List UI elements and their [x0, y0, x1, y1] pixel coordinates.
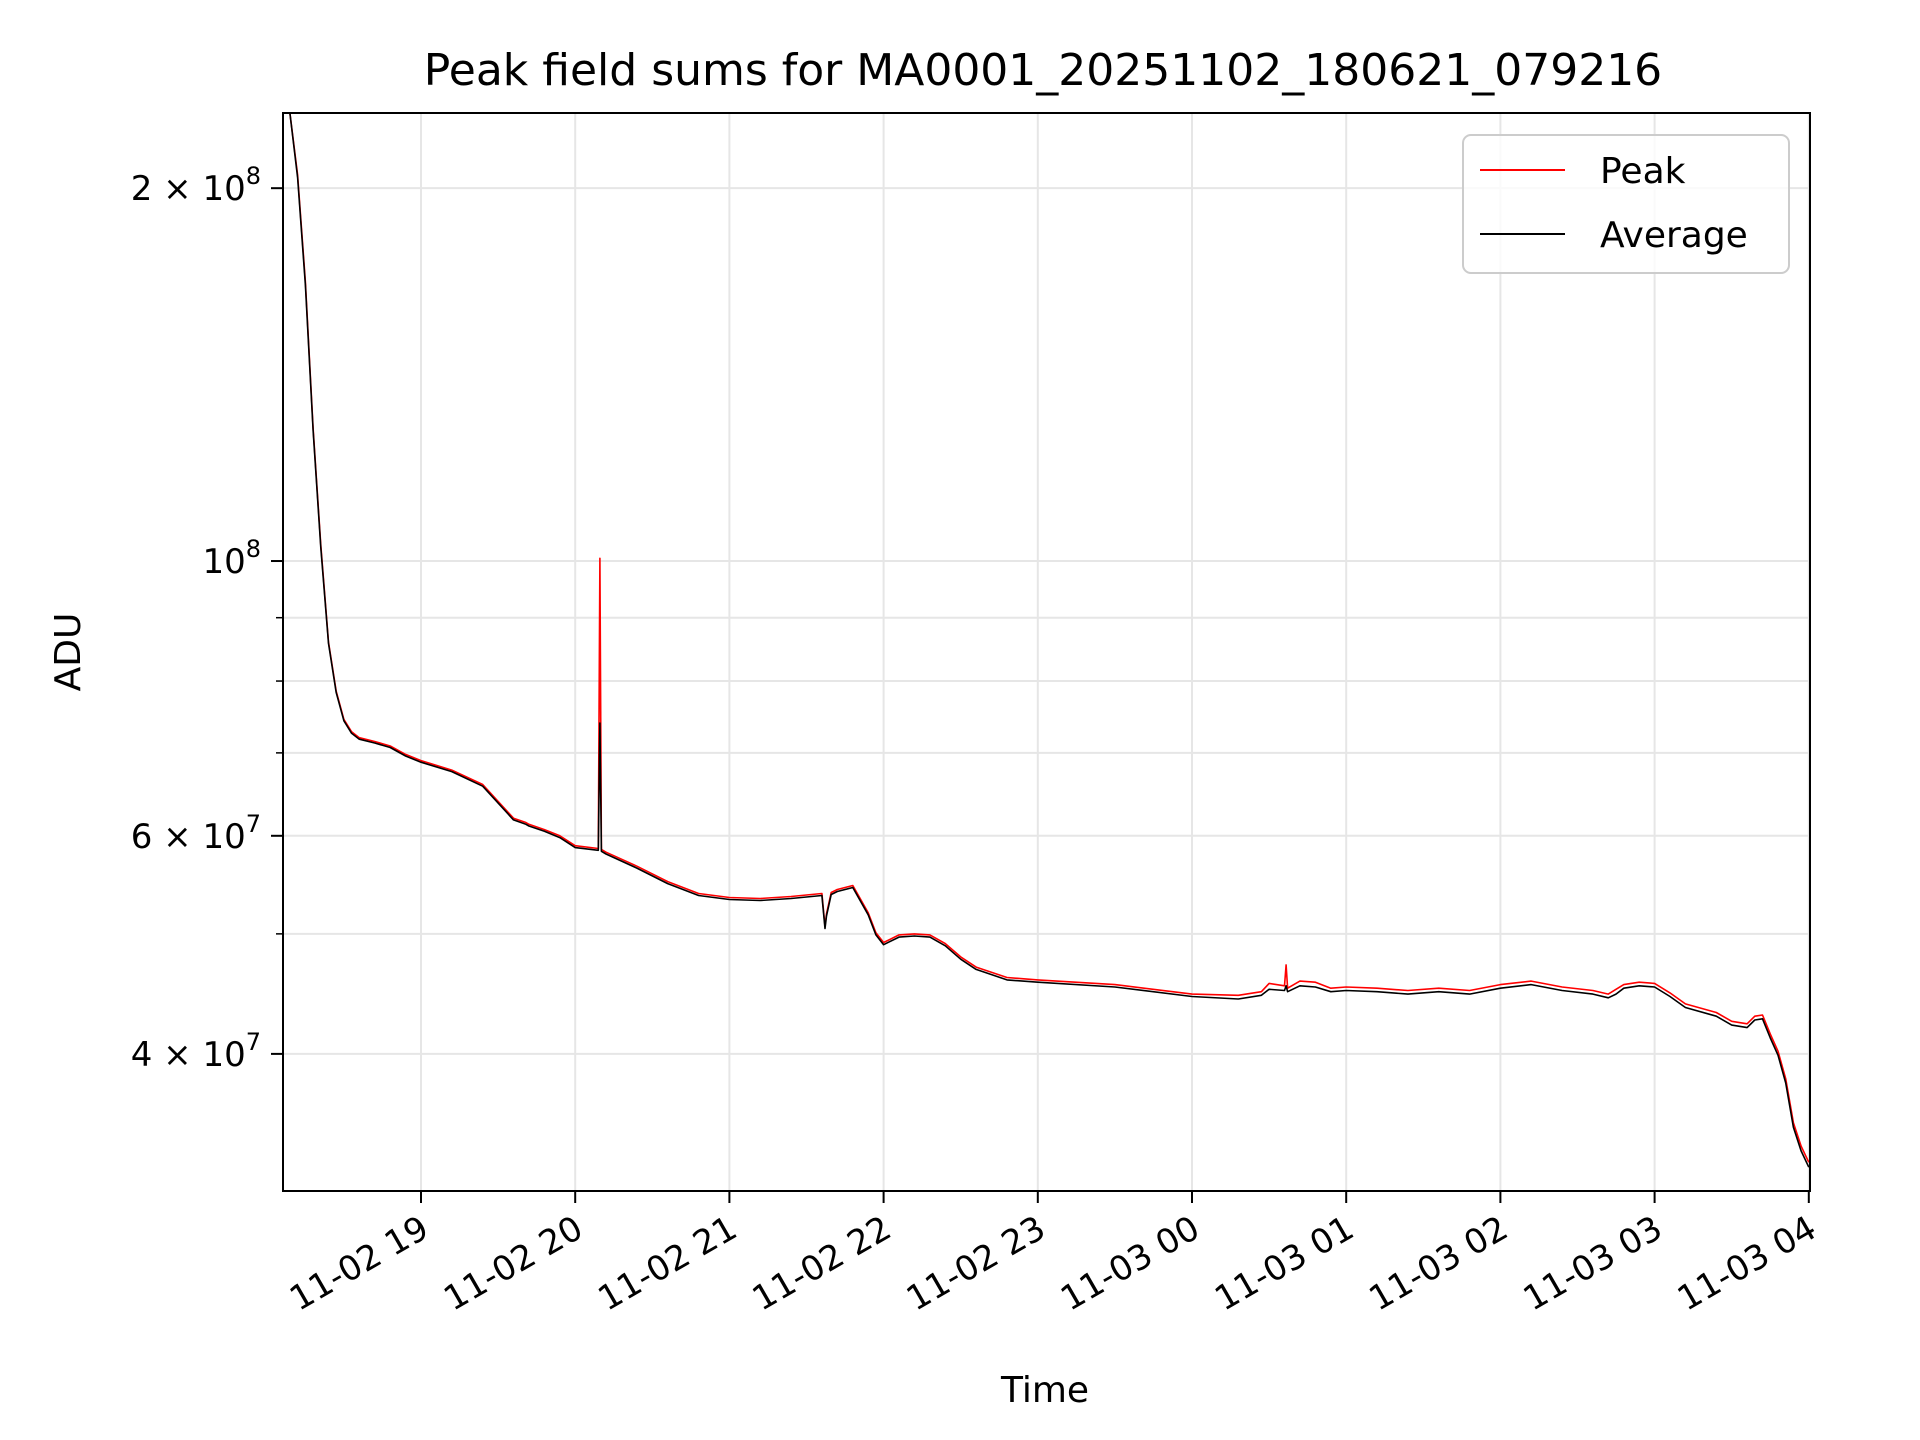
y-axis-ticks: 4 × 107 6 × 107 108 2 × 108: [131, 162, 283, 1075]
y-tick-label: 6 × 107: [131, 810, 261, 857]
y-tick-label: 4 × 107: [131, 1028, 261, 1075]
grid-lines: [283, 113, 1810, 1191]
legend-label-peak: Peak: [1600, 151, 1686, 192]
legend-label-average: Average: [1600, 215, 1748, 256]
series-line-average: [283, 113, 1810, 1168]
y-axis-title: ADU: [48, 613, 89, 692]
x-axis-title: Time: [1000, 1370, 1089, 1411]
series-lines: [283, 113, 1810, 1168]
series-line-peak: [283, 113, 1810, 1163]
y-tick-label: 2 × 108: [131, 162, 261, 209]
plot-frame: [282, 112, 1811, 1192]
y-tick-label: 108: [202, 535, 261, 582]
chart-title: Peak field sums for MA0001_20251102_1806…: [424, 45, 1662, 96]
legend: Peak Average: [1462, 134, 1790, 274]
